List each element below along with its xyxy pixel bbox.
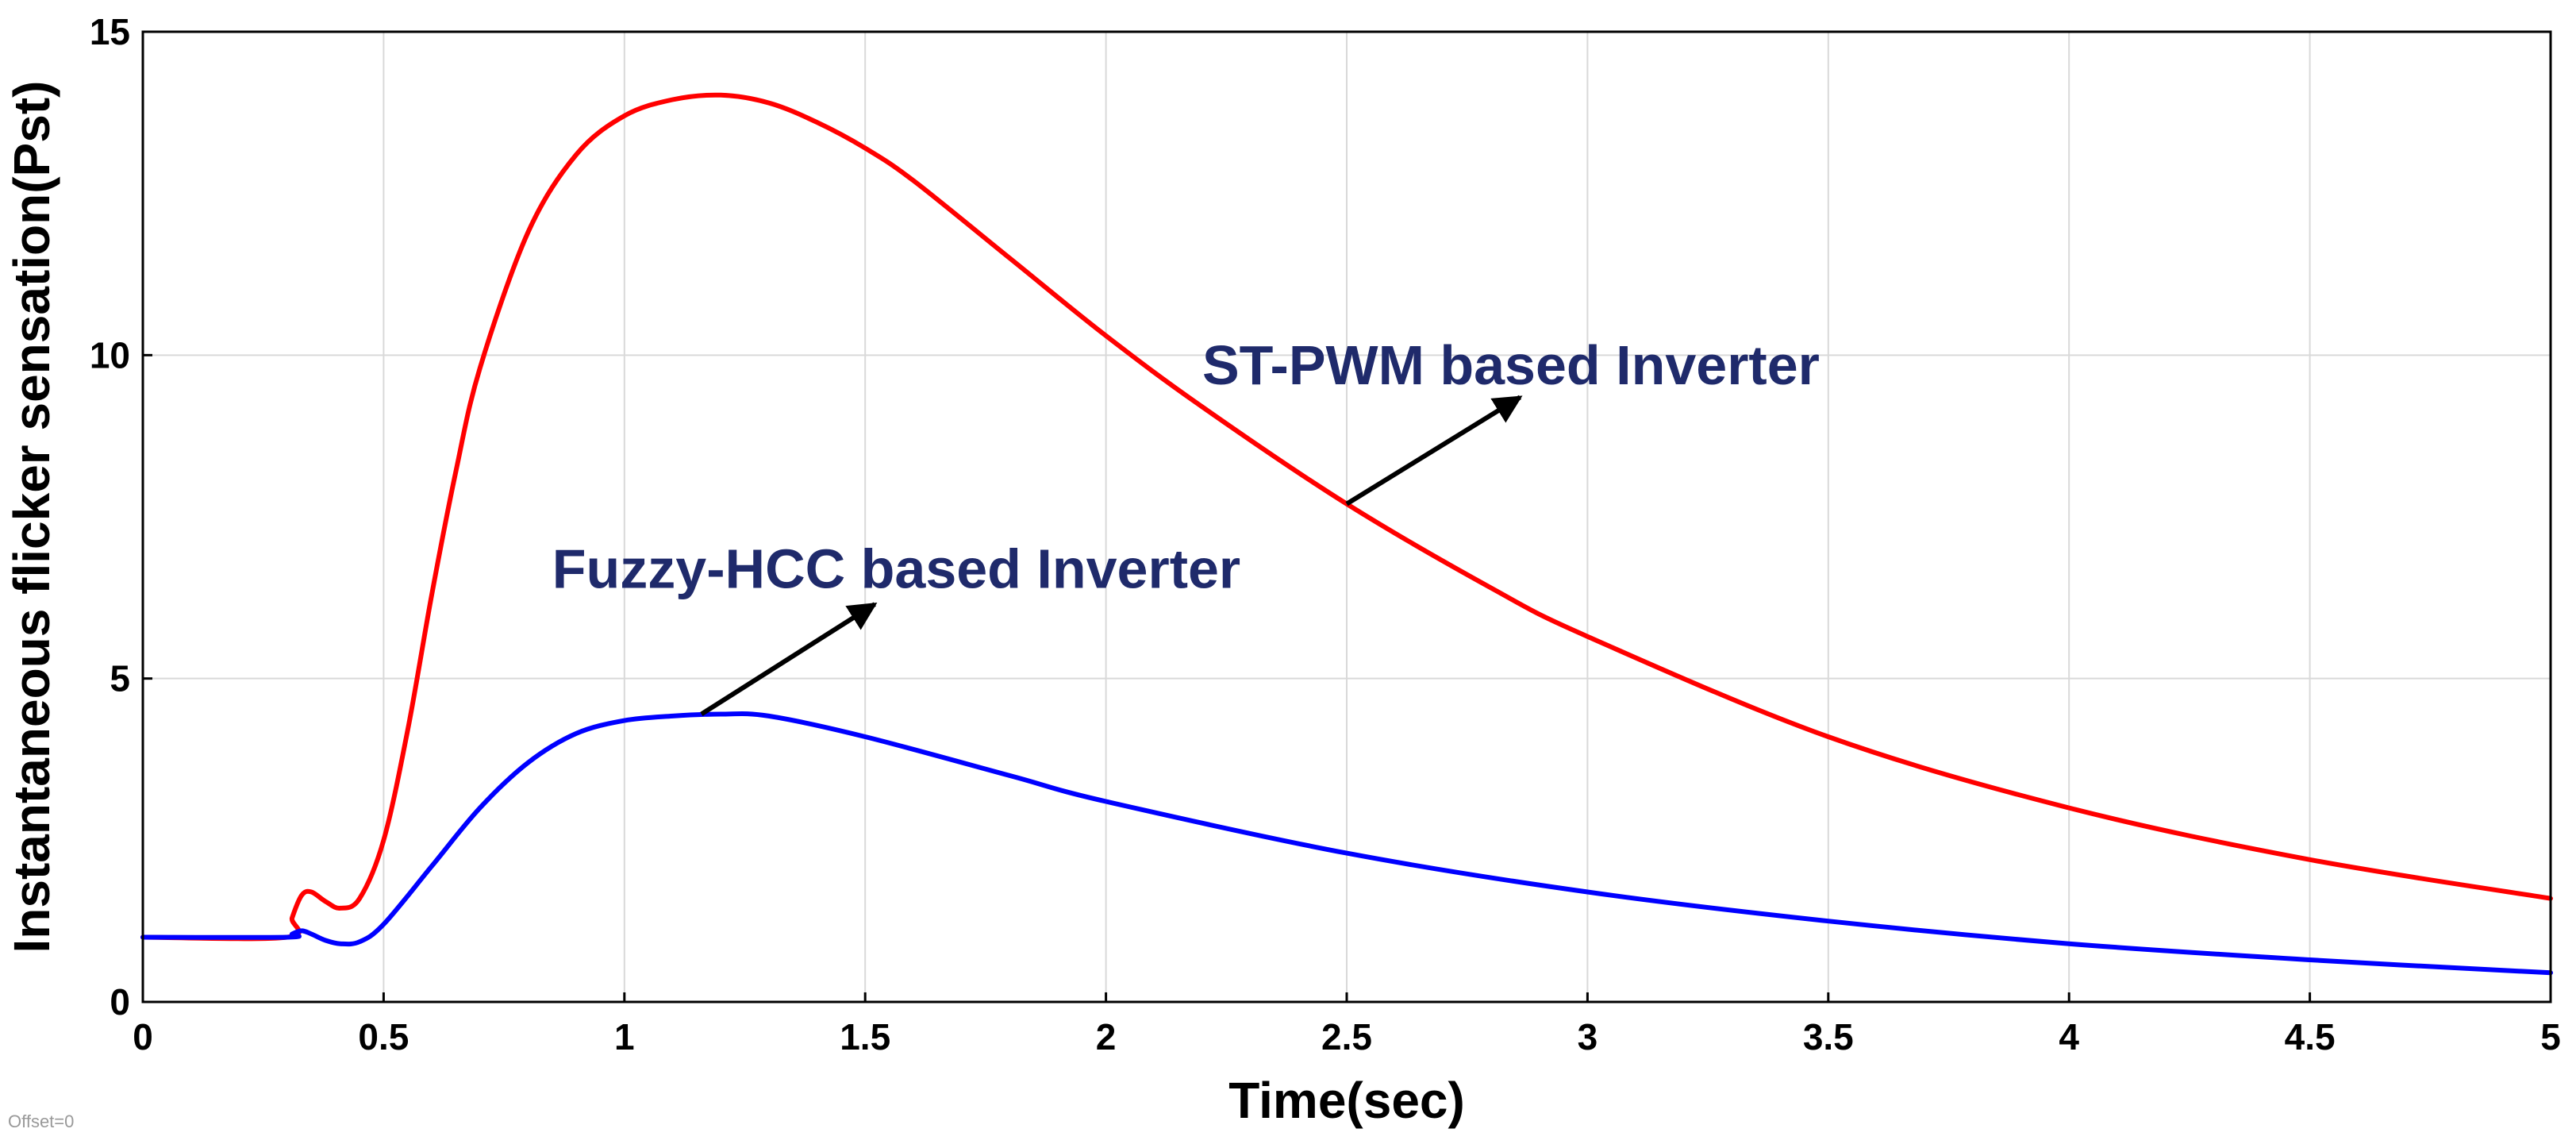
x-tick-label: 4 (2059, 1016, 2079, 1057)
x-tick-label: 2 (1096, 1016, 1117, 1057)
x-tick-label: 3.5 (1803, 1016, 1854, 1057)
series-line-fuzzy-hcc-based-inverter (140, 711, 2553, 976)
y-tick-label: 0 (110, 981, 130, 1023)
x-axis-label: Time(sec) (1228, 1072, 1465, 1129)
x-tick-labels: 0 0.5 1 1.5 2 2.5 3 3.5 4 4.5 5 (133, 992, 2561, 1057)
y-axis-label: Instantaneous flicker sensation(Pst) (3, 81, 60, 953)
x-tick-label: 5 (2540, 1016, 2561, 1057)
x-tick-label: 1 (614, 1016, 635, 1057)
y-tick-label: 5 (110, 658, 130, 699)
annotation-arrow (700, 602, 878, 717)
annotations: ST-PWM based Inverter Fuzzy-HCC based Inv… (552, 334, 1820, 717)
series-line-st-pwm-based-inverter (140, 92, 2553, 942)
x-tick-label: 3 (1578, 1016, 1598, 1057)
x-tick-label: 1.5 (840, 1016, 890, 1057)
annotation-arrow (1345, 395, 1523, 507)
y-tick-label: 10 (90, 334, 130, 376)
series-group (140, 92, 2553, 976)
x-tick-label: 0.5 (358, 1016, 409, 1057)
x-tick-label: 2.5 (1321, 1016, 1372, 1057)
annotation-label: ST-PWM based Inverter (1202, 334, 1820, 396)
offset-footnote: Offset=0 (8, 1111, 74, 1131)
annotation-label: Fuzzy-HCC based Inverter (552, 538, 1240, 600)
y-tick-label: 15 (90, 11, 130, 52)
y-tick-labels: 0 5 10 15 (90, 11, 152, 1023)
x-tick-label: 0 (133, 1016, 153, 1057)
x-tick-label: 4.5 (2285, 1016, 2336, 1057)
